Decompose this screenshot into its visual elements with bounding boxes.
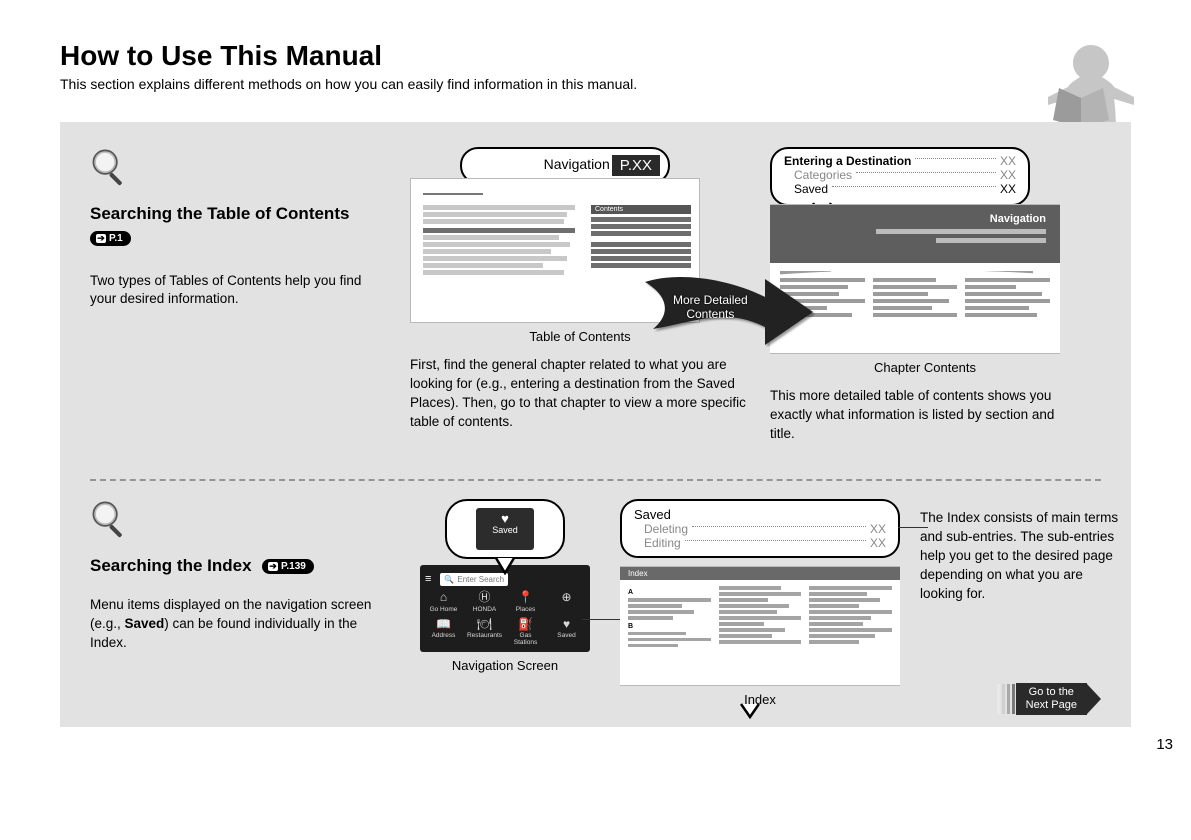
- chapter-callout-title: Entering a Destination: [784, 154, 911, 168]
- page-number: 13: [1156, 736, 1173, 753]
- index-explanation: The Index consists of main terms and sub…: [920, 509, 1120, 603]
- next-label-2: Next Page: [1026, 699, 1077, 711]
- next-label-1: Go to the: [1029, 686, 1074, 698]
- nav-cell: ⛽Gas Stations: [507, 617, 544, 647]
- next-page-button[interactable]: Go to the Next Page: [997, 683, 1101, 715]
- magnifier-icon: [90, 147, 390, 194]
- nav-cell: ⊕: [548, 590, 585, 613]
- chevron-right-icon: [1087, 684, 1101, 714]
- nav-cell: ⒽHONDA: [466, 590, 503, 613]
- nav-screen-caption: Navigation Screen: [410, 658, 600, 673]
- section2-description: Menu items displayed on the navigation s…: [90, 596, 390, 653]
- section2-heading: Searching the Index: [90, 556, 252, 575]
- toc-body: First, find the general chapter related …: [410, 356, 750, 432]
- page-title: How to Use This Manual: [60, 40, 1131, 72]
- nav-cell: 📖Address: [425, 617, 462, 647]
- nav-search-placeholder: Enter Search: [457, 575, 504, 584]
- page-subtitle: This section explains different methods …: [60, 76, 1131, 92]
- magnifier-icon: [90, 499, 390, 546]
- saved-callout: ♥ Saved: [445, 499, 565, 559]
- nav-cell: 📍Places: [507, 590, 544, 613]
- nav-callout-label: Navigation: [544, 156, 614, 172]
- chapter-body: This more detailed table of contents sho…: [770, 387, 1080, 444]
- chapter-caption: Chapter Contents: [770, 360, 1080, 375]
- chapter-callout: Entering a DestinationXX CategoriesXX Sa…: [770, 147, 1030, 206]
- nav-callout-page: P.XX: [612, 155, 660, 176]
- index-callout: Saved DeletingXX EditingXX: [620, 499, 900, 558]
- section2-pageref: P.139: [262, 559, 314, 574]
- section1-pageref: P.1: [90, 231, 131, 246]
- index-callout-title: Saved: [634, 507, 886, 522]
- section-divider: [90, 479, 1101, 481]
- nav-cell: ♥Saved: [548, 617, 585, 647]
- nav-cell: 🍽Restaurants: [466, 617, 503, 647]
- index-caption: Index: [620, 692, 900, 707]
- chapter-header-label: Navigation: [990, 213, 1046, 225]
- mini-index-mockup: Index A B: [620, 566, 900, 686]
- saved-label: Saved: [476, 525, 534, 535]
- arrow-label-1: More Detailed: [673, 293, 748, 307]
- heart-icon: ♥: [476, 512, 534, 525]
- mini-index-header: Index: [620, 567, 900, 580]
- content-area: More Detailed Contents Searching the Tab…: [60, 122, 1131, 727]
- arrow-label-2: Contents: [686, 307, 734, 321]
- nav-cell: ⌂Go Home: [425, 590, 462, 613]
- section1-description: Two types of Tables of Contents help you…: [90, 272, 390, 310]
- section1-heading: Searching the Table of Contents: [90, 204, 390, 224]
- nav-screen-mockup: ≡ 🔍Enter Search ⌂Go HomeⒽHONDA📍Places⊕📖A…: [420, 565, 590, 652]
- more-detailed-arrow: More Detailed Contents: [635, 277, 815, 347]
